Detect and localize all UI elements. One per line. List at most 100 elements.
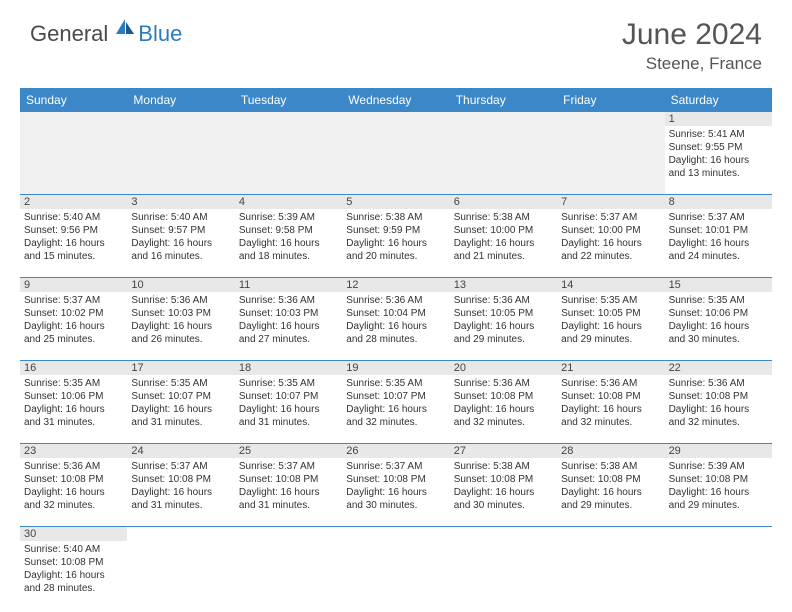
day-number: 5: [342, 195, 449, 209]
day-number: 24: [127, 444, 234, 458]
empty-cell: [665, 541, 772, 609]
day-number: 26: [342, 444, 449, 458]
sunrise-text: Sunrise: 5:36 AM: [454, 377, 553, 390]
daynum-row: 9101112131415: [20, 278, 772, 292]
daylight-text-2: and 29 minutes.: [669, 499, 768, 512]
daylight-text-2: and 30 minutes.: [669, 333, 768, 346]
day-cell: Sunrise: 5:36 AMSunset: 10:08 PMDaylight…: [450, 375, 557, 443]
daylight-text-2: and 24 minutes.: [669, 250, 768, 263]
day-number: 4: [235, 195, 342, 209]
day-number: [20, 112, 127, 126]
day-cell: Sunrise: 5:36 AMSunset: 10:05 PMDaylight…: [450, 292, 557, 360]
sunrise-text: Sunrise: 5:35 AM: [24, 377, 123, 390]
logo-text-general: General: [30, 21, 108, 47]
day-number: 9: [20, 278, 127, 292]
sunrise-text: Sunrise: 5:37 AM: [131, 460, 230, 473]
sunrise-text: Sunrise: 5:39 AM: [669, 460, 768, 473]
day-cell: Sunrise: 5:41 AMSunset: 9:55 PMDaylight:…: [665, 126, 772, 194]
daylight-text: Daylight: 16 hours: [669, 154, 768, 167]
sunset-text: Sunset: 10:07 PM: [346, 390, 445, 403]
daylight-text: Daylight: 16 hours: [131, 237, 230, 250]
daylight-text: Daylight: 16 hours: [669, 320, 768, 333]
day-cell: Sunrise: 5:40 AMSunset: 9:56 PMDaylight:…: [20, 209, 127, 277]
day-number: 22: [665, 361, 772, 375]
daylight-text-2: and 31 minutes.: [131, 416, 230, 429]
day-number: 17: [127, 361, 234, 375]
day-number: 20: [450, 361, 557, 375]
day-number: 10: [127, 278, 234, 292]
day-cell: Sunrise: 5:37 AMSunset: 10:01 PMDaylight…: [665, 209, 772, 277]
day-cell: Sunrise: 5:38 AMSunset: 10:08 PMDaylight…: [557, 458, 664, 526]
day-cell: Sunrise: 5:35 AMSunset: 10:05 PMDaylight…: [557, 292, 664, 360]
day-number: 18: [235, 361, 342, 375]
day-header: Friday: [557, 88, 664, 112]
sunset-text: Sunset: 10:08 PM: [239, 473, 338, 486]
daylight-text: Daylight: 16 hours: [454, 237, 553, 250]
empty-cell: [235, 126, 342, 194]
day-number: 30: [20, 527, 127, 541]
daylight-text-2: and 27 minutes.: [239, 333, 338, 346]
day-cell: Sunrise: 5:35 AMSunset: 10:07 PMDaylight…: [235, 375, 342, 443]
day-number: 14: [557, 278, 664, 292]
sunset-text: Sunset: 10:02 PM: [24, 307, 123, 320]
sunset-text: Sunset: 10:07 PM: [239, 390, 338, 403]
day-number: 27: [450, 444, 557, 458]
daylight-text: Daylight: 16 hours: [24, 486, 123, 499]
sunrise-text: Sunrise: 5:36 AM: [346, 294, 445, 307]
daylight-text-2: and 29 minutes.: [454, 333, 553, 346]
sunset-text: Sunset: 10:08 PM: [131, 473, 230, 486]
logo-text-blue: Blue: [138, 21, 182, 47]
daylight-text: Daylight: 16 hours: [131, 320, 230, 333]
day-cell: Sunrise: 5:38 AMSunset: 9:59 PMDaylight:…: [342, 209, 449, 277]
sunrise-text: Sunrise: 5:35 AM: [346, 377, 445, 390]
daylight-text: Daylight: 16 hours: [669, 403, 768, 416]
daylight-text-2: and 16 minutes.: [131, 250, 230, 263]
sunrise-text: Sunrise: 5:36 AM: [24, 460, 123, 473]
day-number: [235, 527, 342, 541]
daylight-text: Daylight: 16 hours: [24, 320, 123, 333]
sunrise-text: Sunrise: 5:40 AM: [24, 543, 123, 556]
title-block: June 2024 Steene, France: [622, 18, 762, 74]
day-cell: Sunrise: 5:38 AMSunset: 10:08 PMDaylight…: [450, 458, 557, 526]
daylight-text: Daylight: 16 hours: [239, 403, 338, 416]
day-cell: Sunrise: 5:35 AMSunset: 10:07 PMDaylight…: [342, 375, 449, 443]
sunrise-text: Sunrise: 5:41 AM: [669, 128, 768, 141]
daylight-text: Daylight: 16 hours: [669, 237, 768, 250]
sunset-text: Sunset: 10:00 PM: [561, 224, 660, 237]
day-number: 2: [20, 195, 127, 209]
header: General Blue June 2024 Steene, France: [0, 0, 792, 82]
daylight-text: Daylight: 16 hours: [239, 237, 338, 250]
daylight-text-2: and 32 minutes.: [454, 416, 553, 429]
sunset-text: Sunset: 10:08 PM: [454, 390, 553, 403]
sunset-text: Sunset: 9:55 PM: [669, 141, 768, 154]
day-number: 13: [450, 278, 557, 292]
day-number: [235, 112, 342, 126]
daylight-text: Daylight: 16 hours: [561, 237, 660, 250]
daylight-text-2: and 32 minutes.: [346, 416, 445, 429]
empty-cell: [557, 126, 664, 194]
week-row: Sunrise: 5:41 AMSunset: 9:55 PMDaylight:…: [20, 126, 772, 195]
day-header: Sunday: [20, 88, 127, 112]
day-number: [557, 112, 664, 126]
day-number: [665, 527, 772, 541]
calendar: SundayMondayTuesdayWednesdayThursdayFrid…: [20, 88, 772, 609]
sunrise-text: Sunrise: 5:35 AM: [239, 377, 338, 390]
empty-cell: [450, 126, 557, 194]
daylight-text-2: and 25 minutes.: [24, 333, 123, 346]
sunset-text: Sunset: 10:08 PM: [24, 473, 123, 486]
daylight-text-2: and 32 minutes.: [669, 416, 768, 429]
day-number: [342, 112, 449, 126]
week-row: Sunrise: 5:40 AMSunset: 10:08 PMDaylight…: [20, 541, 772, 609]
daynum-row: 30: [20, 527, 772, 541]
day-number: 16: [20, 361, 127, 375]
day-cell: Sunrise: 5:38 AMSunset: 10:00 PMDaylight…: [450, 209, 557, 277]
day-header: Thursday: [450, 88, 557, 112]
daylight-text: Daylight: 16 hours: [239, 486, 338, 499]
sunset-text: Sunset: 10:03 PM: [131, 307, 230, 320]
daylight-text: Daylight: 16 hours: [561, 320, 660, 333]
daylight-text-2: and 13 minutes.: [669, 167, 768, 180]
daylight-text: Daylight: 16 hours: [561, 486, 660, 499]
day-number: 1: [665, 112, 772, 126]
daylight-text-2: and 18 minutes.: [239, 250, 338, 263]
day-cell: Sunrise: 5:37 AMSunset: 10:02 PMDaylight…: [20, 292, 127, 360]
